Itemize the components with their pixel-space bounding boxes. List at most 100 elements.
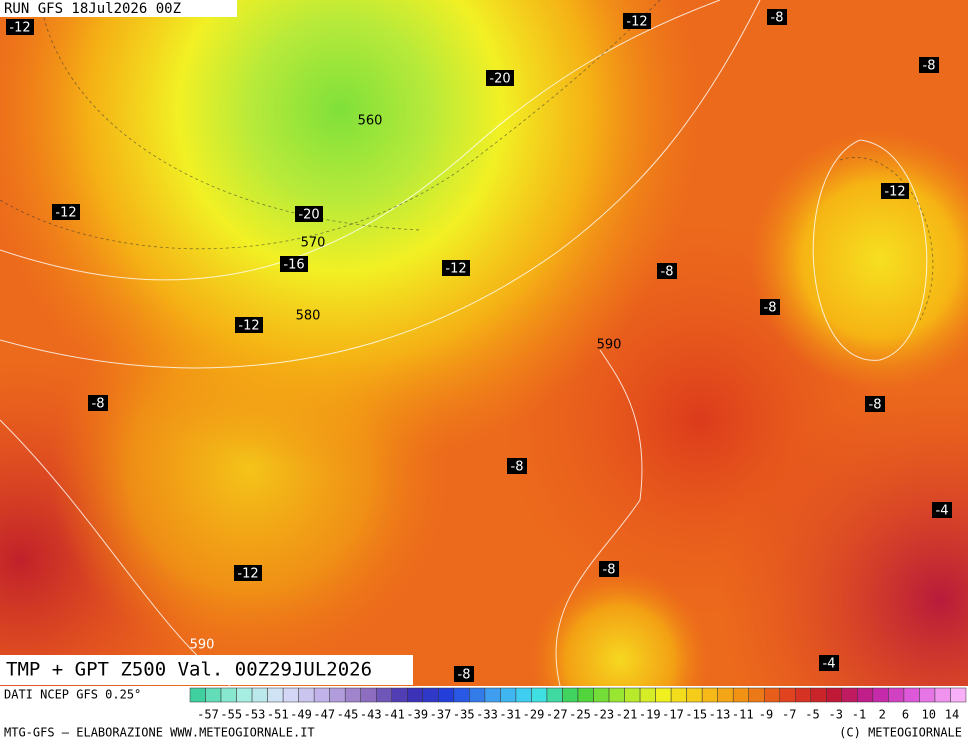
label-box [919,57,939,73]
colorbar-label: -33 [476,708,498,722]
colorbar-swatch [624,687,641,703]
colorbar-label: -49 [290,708,312,722]
colorbar-swatch [267,687,284,703]
temp-label: -8 [923,59,936,74]
temp-label: -20 [489,72,510,87]
temp-label: -8 [603,563,616,578]
temp-label: -4 [823,657,836,672]
temp-label: -8 [869,398,882,413]
isobar-label: 560 [358,114,383,129]
colorbar-swatch [515,687,532,703]
label-box [442,260,470,276]
temp-label: -16 [283,258,304,273]
colorbar-swatch [795,687,812,703]
colorbar-swatch [220,687,237,703]
colorbar-swatch [872,687,889,703]
label-box [454,666,474,682]
colorbar-label: -21 [616,708,638,722]
label-box [280,256,308,272]
colorbar-label: -57 [197,708,219,722]
colorbar-label: -11 [732,708,754,722]
run-info: RUN GFS 18Jul2026 00Z [4,1,181,17]
colorbar-label: -3 [829,708,843,722]
label-box [881,183,909,199]
title-box [0,655,413,685]
colorbar-swatch [189,687,206,703]
colorbar-swatch [608,687,625,703]
colorbar-swatch [391,687,408,703]
label-box [295,206,323,222]
isobar-label: 590 [597,338,622,353]
temp-label: -12 [884,185,905,200]
header-box [0,0,237,17]
label-box [623,13,651,29]
temp-label: -20 [298,208,319,223]
colorbar-label: -35 [453,708,475,722]
colorbar-label: -23 [592,708,614,722]
colorbar-swatch [375,687,393,703]
colorbar-swatch [484,687,501,703]
temp-label: -12 [55,206,76,221]
label-box [6,19,34,35]
colorbar-swatch [717,687,734,703]
label-box [52,204,80,220]
colorbar-swatch [950,687,967,703]
credit: MTG-GFS — ELABORAZIONE WWW.METEOGIORNALE… [4,726,315,740]
colorbar-swatch [903,687,920,703]
colorbar-swatch [826,687,843,703]
colorbar-label: -9 [759,708,773,722]
map-title: TMP + GPT Z500 Val. 00Z29JUL2026 [6,659,372,681]
colorbar-label: 6 [902,708,909,722]
label-box [819,655,839,671]
colorbar-swatch [360,687,377,703]
colorbar-swatch [577,687,594,703]
colorbar-label: 2 [879,708,886,722]
colorbar-label: -41 [383,708,405,722]
colorbar-swatch [670,687,687,703]
colorbar-swatch [841,687,858,703]
colorbar-swatch [857,687,874,703]
colorbar-swatch [282,687,299,703]
label-box [507,458,527,474]
colorbar-label: -15 [685,708,707,722]
temp-label: -12 [445,262,466,277]
colorbar-swatch [888,687,905,703]
colorbar-swatch [422,687,439,703]
colorbar-label: -1 [852,708,866,722]
map [0,0,968,687]
colorbar-swatch [500,687,517,703]
colorbar-swatch [313,687,330,703]
label-box [234,565,262,581]
colorbar-label: -39 [406,708,428,722]
label-box [599,561,619,577]
temp-label: -12 [237,567,258,582]
colorbar-swatch [779,687,796,703]
colorbar-swatch [407,687,424,703]
colorbar: -57 -55 -53 -51 -49 -47 -45 -43 -41 -39 -37 -35 -33-… [189,687,967,722]
colorbar-swatch [251,687,268,703]
colorbar-swatch [453,687,470,703]
colorbar-swatch [205,687,222,703]
colorbar-swatch [344,687,361,703]
colorbar-label: -27 [546,708,568,722]
colorbar-label: -13 [709,708,731,722]
colorbar-label: -17 [662,708,684,722]
colorbar-swatch [593,687,610,703]
colorbar-swatch [236,687,253,703]
colorbar-label: -5 [805,708,819,722]
temp-label: -12 [9,21,30,36]
colorbar-label: -55 [220,708,242,722]
colorbar-swatch [562,687,579,703]
temp-label: -8 [92,397,105,412]
colorbar-swatch [934,687,951,703]
source: DATI NCEP GFS 0.25° [4,688,141,702]
temp-label: -8 [511,460,524,475]
temp-label: -8 [458,668,471,683]
colorbar-label: 14 [945,708,959,722]
colorbar-swatch [701,687,718,703]
label-box [486,70,514,86]
temp-label: -8 [764,301,777,316]
label-box [235,317,263,333]
colorbar-label: -43 [360,708,382,722]
